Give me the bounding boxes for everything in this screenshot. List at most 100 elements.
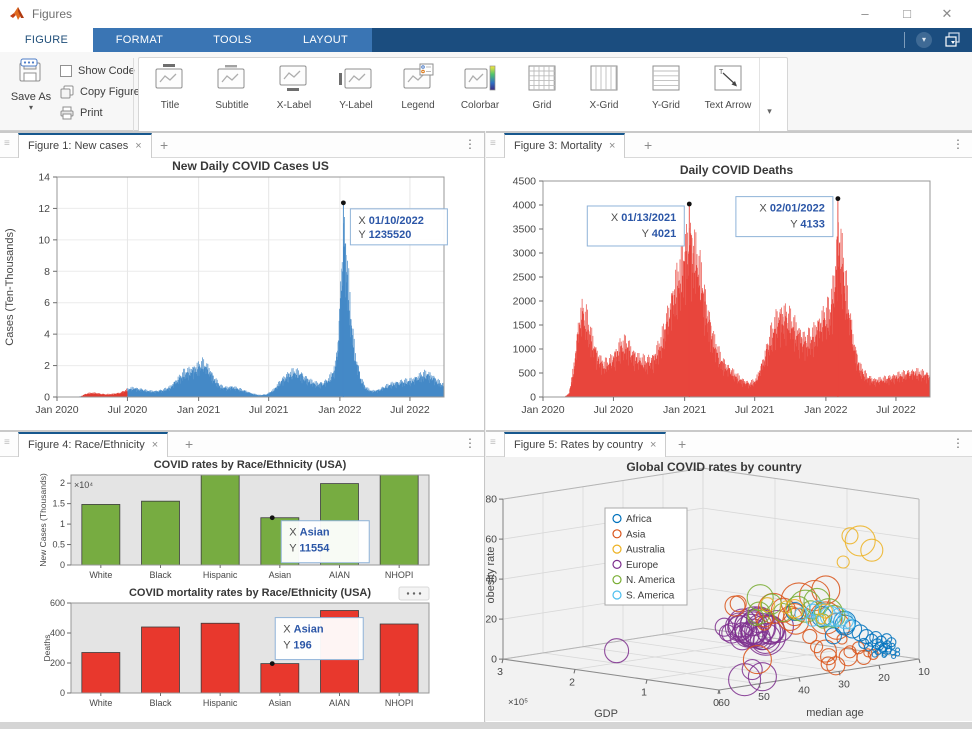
svg-text:Y 11554: Y 11554 bbox=[289, 543, 330, 555]
svg-text:Jul 2021: Jul 2021 bbox=[735, 404, 775, 416]
dock-windows-icon[interactable] bbox=[945, 32, 962, 48]
svg-text:30: 30 bbox=[838, 678, 850, 690]
svg-text:2: 2 bbox=[60, 478, 65, 488]
svg-text:Jan 2020: Jan 2020 bbox=[35, 404, 78, 416]
tab-close-icon[interactable]: × bbox=[151, 439, 159, 451]
svg-text:Asian: Asian bbox=[269, 570, 292, 580]
figure3-canvas[interactable]: Jan 2020 Jul 2020 Jan 2021 Jul 2021 Jan 2022… bbox=[486, 158, 972, 430]
new-tab-button[interactable]: + bbox=[644, 137, 653, 153]
new-tab-button[interactable]: + bbox=[678, 436, 687, 452]
bar-nhopi bbox=[379, 474, 419, 566]
svg-text:X 01/10/2022: X 01/10/2022 bbox=[358, 215, 423, 227]
new-tab-button[interactable]: + bbox=[160, 137, 169, 153]
datatip[interactable]: X 01/10/2022 Y 1235520 bbox=[349, 208, 448, 246]
svg-text:8: 8 bbox=[44, 266, 50, 278]
svg-text:White: White bbox=[89, 570, 112, 580]
legend[interactable]: Africa Asia Australia Europe N. America S. Am… bbox=[604, 507, 688, 606]
svg-text:2500: 2500 bbox=[513, 272, 537, 284]
tab-close-icon[interactable]: × bbox=[135, 140, 142, 152]
datatip[interactable]: X 01/13/2021 Y 4021 bbox=[586, 205, 685, 247]
svg-text:2: 2 bbox=[569, 676, 575, 688]
legend-button[interactable]: Legend bbox=[387, 58, 449, 164]
close-window-button[interactable]: ✕ bbox=[941, 6, 953, 21]
tab-figure1[interactable]: Figure 1: New cases × bbox=[18, 133, 152, 158]
bar-black bbox=[141, 500, 180, 566]
figure1-canvas[interactable]: Jan 2020 Jul 2020 Jan 2021 Jul 2021 Jan 2022… bbox=[0, 158, 484, 430]
x-label-button[interactable]: X-Label bbox=[263, 58, 325, 164]
svg-text:0.5: 0.5 bbox=[52, 540, 65, 550]
svg-text:2000: 2000 bbox=[513, 296, 537, 308]
grid-button[interactable]: Grid bbox=[511, 58, 573, 164]
title-button[interactable]: Title bbox=[139, 58, 201, 164]
svg-text:400: 400 bbox=[50, 628, 65, 638]
figure5-tab-bar: ≡ Figure 5: Rates by country × + ⋮ bbox=[486, 432, 972, 457]
ribbon-tab-tools[interactable]: TOOLS bbox=[186, 28, 279, 52]
colorbar-button[interactable]: Colorbar bbox=[449, 58, 511, 164]
ribbon-tab-format[interactable]: FORMAT bbox=[93, 28, 186, 52]
annotations-gallery-expand[interactable]: ▾ bbox=[759, 58, 779, 164]
svg-text:0: 0 bbox=[44, 392, 50, 404]
svg-text:Asian: Asian bbox=[269, 698, 292, 708]
copy-figure-button[interactable]: Copy Figure bbox=[60, 81, 140, 102]
svg-text:Black: Black bbox=[149, 698, 172, 708]
tab-figure4[interactable]: Figure 4: Race/Ethnicity × bbox=[18, 432, 169, 457]
tab-close-icon[interactable]: × bbox=[609, 140, 616, 152]
svg-text:0: 0 bbox=[530, 392, 536, 404]
gdp-axis-label: GDP bbox=[594, 708, 618, 720]
svg-text:AIAN: AIAN bbox=[329, 570, 350, 580]
svg-text:Y 1235520: Y 1235520 bbox=[358, 229, 411, 241]
panel-menu-icon[interactable]: ⋮ bbox=[952, 436, 964, 450]
obesity-axis-label: obesity rate bbox=[486, 547, 497, 604]
svg-text:1: 1 bbox=[641, 687, 647, 699]
maximize-button[interactable]: □ bbox=[903, 6, 911, 21]
svg-text:200: 200 bbox=[50, 658, 65, 668]
axes-toolbar-button[interactable] bbox=[398, 586, 430, 601]
show-code-toggle[interactable]: Show Code bbox=[60, 60, 140, 81]
panel-menu-icon[interactable]: ⋮ bbox=[464, 137, 476, 151]
svg-text:10: 10 bbox=[918, 666, 930, 678]
section-divider bbox=[133, 58, 134, 164]
tab-figure3[interactable]: Figure 3: Mortality × bbox=[504, 133, 626, 158]
bubble-group-australia bbox=[759, 525, 884, 625]
y-axis-label: Deaths bbox=[42, 635, 52, 662]
save-as-button[interactable]: Save As ▾ bbox=[8, 58, 54, 120]
new-tab-button[interactable]: + bbox=[185, 436, 194, 452]
panel-menu-icon[interactable]: ⋮ bbox=[464, 436, 476, 450]
svg-text:Australia: Australia bbox=[626, 545, 665, 556]
datatip[interactable]: X 02/01/2022 Y 4133 bbox=[735, 196, 834, 238]
print-button[interactable]: Print bbox=[60, 102, 140, 123]
show-code-checkbox[interactable] bbox=[60, 64, 72, 77]
figure5-canvas[interactable]: 0 20 40 60 80 0 1 2 3 60 50 40 30 20 10 ×10⁵ GDP median a… bbox=[486, 457, 972, 721]
chart-title: COVID mortality rates by Race/Ethnicity … bbox=[129, 587, 371, 599]
subtitle-button[interactable]: Subtitle bbox=[201, 58, 263, 164]
svg-text:3000: 3000 bbox=[513, 248, 537, 260]
minimize-button[interactable]: – bbox=[861, 6, 869, 21]
svg-text:NHOPI: NHOPI bbox=[385, 570, 414, 580]
figure4-canvas[interactable]: White Black Hispanic Asian AIAN NHOPI 0 0.5 1 1.5… bbox=[0, 457, 484, 721]
svg-text:2: 2 bbox=[44, 360, 50, 372]
x-grid-button[interactable]: X-Grid bbox=[573, 58, 635, 164]
svg-text:N. America: N. America bbox=[626, 575, 675, 586]
svg-text:40: 40 bbox=[486, 574, 497, 586]
figure3-panel: ≡ Figure 3: Mortality × + ⋮ Jan 2020 Jul 2… bbox=[486, 131, 972, 430]
tab-close-icon[interactable]: × bbox=[650, 439, 657, 451]
age-axis-label: median age bbox=[806, 707, 864, 719]
svg-text:NHOPI: NHOPI bbox=[385, 698, 414, 708]
window-title: Figures bbox=[32, 7, 73, 21]
chart-title: Global COVID rates by country bbox=[626, 460, 802, 474]
ribbon-tab-figure[interactable]: FIGURE bbox=[0, 28, 93, 52]
y-label-button[interactable]: Y-Label bbox=[325, 58, 387, 164]
datatip[interactable]: X Asian Y 196 bbox=[274, 617, 364, 661]
y-grid-button[interactable]: Y-Grid bbox=[635, 58, 697, 164]
svg-text:0: 0 bbox=[60, 688, 65, 698]
ribbon-tab-layout[interactable]: LAYOUT bbox=[279, 28, 372, 52]
y-axis-label: Cases (Ten-Thousands) bbox=[4, 228, 16, 345]
tab-figure5[interactable]: Figure 5: Rates by country × bbox=[504, 432, 667, 457]
save-icon bbox=[19, 58, 41, 82]
svg-text:Jan 2022: Jan 2022 bbox=[804, 404, 847, 416]
text-arrow-button[interactable]: T Text Arrow bbox=[697, 58, 759, 164]
ribbon-help-dropdown-icon[interactable]: ▾ bbox=[916, 32, 932, 48]
panel-menu-icon[interactable]: ⋮ bbox=[952, 137, 964, 151]
datatip[interactable]: X Asian Y 11554 bbox=[280, 520, 370, 564]
svg-text:Jan 2020: Jan 2020 bbox=[521, 404, 564, 416]
